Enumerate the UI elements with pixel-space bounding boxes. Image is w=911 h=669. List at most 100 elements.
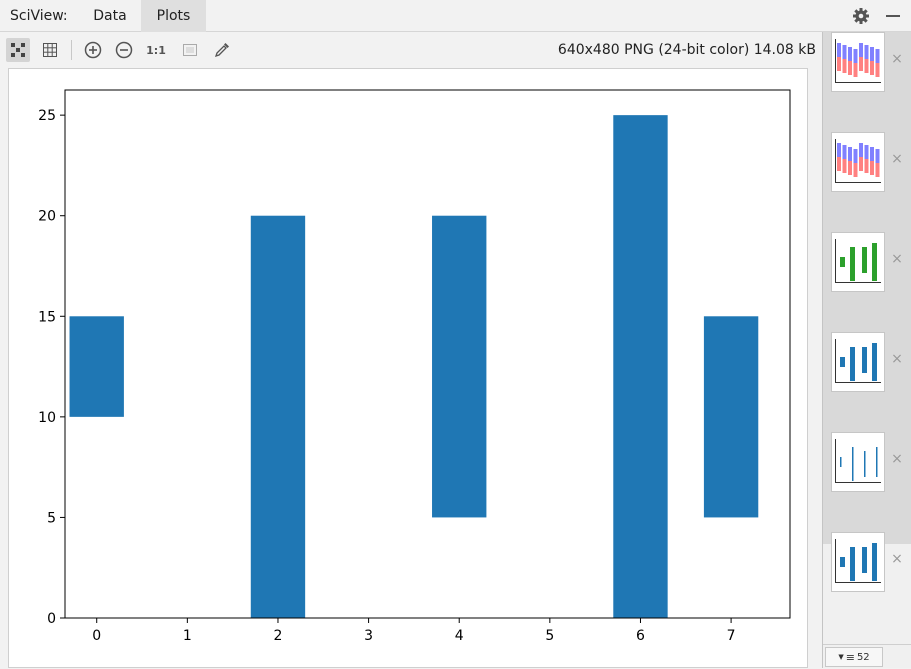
x-tick-label: 4 [455,628,464,644]
tab-plots[interactable]: Plots [141,0,206,32]
thumbnail-mark [835,439,836,483]
thumbnail-mark [848,61,852,75]
y-tick-label: 10 [38,410,56,426]
app-title: SciView: [10,8,68,24]
close-thumbnail-icon[interactable]: × [891,451,903,467]
minimize-icon[interactable] [884,7,902,25]
plot-thumbnail-0[interactable]: × [823,32,911,132]
thumbnail-mark [864,159,869,173]
thumbnail-mark [837,157,841,171]
thumbnail-preview [835,339,881,383]
tab-data[interactable]: Data [93,8,127,24]
plot-canvas: 0 1 2 3 4 5 6 7 0 5 10 15 20 25 [8,68,808,668]
ticks-group: 0 1 2 3 4 5 6 7 0 5 10 15 20 25 [38,108,735,644]
close-thumbnail-icon[interactable]: × [891,351,903,367]
thumbnail-mark [872,543,877,581]
thumbnail-mark [864,59,869,73]
sidebar-footer: ▼ ≡ 52 [823,644,911,668]
zoom-out-icon[interactable] [112,38,136,62]
thumbnail-preview [835,539,881,583]
fit-to-window-icon[interactable] [178,38,202,62]
thumbnail-mark [840,457,842,467]
bar-1 [250,215,306,618]
thumbnail-mark [872,343,877,381]
plot-thumbnail-1[interactable]: × [823,132,911,232]
thumbnail-image[interactable] [831,232,885,292]
axes-frame [64,89,791,619]
close-thumbnail-icon[interactable]: × [891,51,903,67]
x-tick-label: 5 [545,628,554,644]
y-tick-label: 15 [38,309,56,325]
thumbnail-mark [835,39,836,83]
thumbnail-preview [835,39,881,83]
bar-4 [703,316,759,518]
thumbnail-mark [853,63,858,77]
thumbnail-image[interactable] [831,332,885,392]
image-info: 640x480 PNG (24-bit color) 14.08 kB [557,42,816,58]
thumbnail-mark [875,49,880,63]
thumbnail-mark [862,347,867,373]
bar-chart: 0 1 2 3 4 5 6 7 0 5 10 15 20 25 [38,89,791,644]
x-tick-label: 0 [92,628,101,644]
thumbnail-mark [859,43,863,57]
plot-thumbnail-4[interactable]: × [823,432,911,532]
list-icon: ≡ [845,650,855,664]
color-picker-icon[interactable] [210,38,234,62]
y-tick-label: 0 [47,611,56,627]
thumbnail-mark [870,161,874,175]
thumbnail-mark [870,47,874,61]
thumbnail-mark [870,61,874,75]
close-thumbnail-icon[interactable]: × [891,251,903,267]
thumbnail-preview [835,139,881,183]
thumbnail-mark [875,149,880,163]
thumbnail-mark [864,451,866,477]
thumbnail-mark [835,382,881,383]
x-tick-label: 3 [364,628,373,644]
plot-thumbnail-2[interactable]: × [823,232,911,332]
thumbnail-mark [859,57,863,71]
thumbnail-mark [859,157,863,171]
x-tick-label: 1 [183,628,192,644]
thumbnail-mark [848,147,852,161]
thumbnail-mark [850,547,855,581]
plot-count-dropdown[interactable]: ▼ ≡ 52 [825,647,883,667]
image-toolbar: 1:1 640x480 PNG (24-bit color) 14.08 kB [0,33,822,67]
settings-gear-icon[interactable] [852,7,870,25]
thumbnail-mark [835,339,836,383]
thumbnail-image[interactable] [831,532,885,592]
thumbnail-mark [835,539,836,583]
thumbnail-mark [853,163,858,177]
x-tick-label: 7 [727,628,736,644]
thumbnail-mark [837,43,841,57]
y-tick-label: 20 [38,209,56,225]
zoom-in-icon[interactable] [81,38,105,62]
thumbnail-mark [835,239,836,283]
thumbnail-image[interactable] [831,32,885,92]
thumbnail-mark [842,159,847,173]
thumbnail-mark [875,63,880,77]
toggle-grid-icon[interactable] [38,38,62,62]
thumbnail-mark [850,347,855,381]
x-tick-label: 6 [636,628,645,644]
toolbar-separator [71,40,72,60]
thumbnail-mark [840,557,845,567]
thumbnail-image[interactable] [831,432,885,492]
thumbnail-mark [864,45,869,59]
thumbnail-mark [835,139,836,183]
plot-thumbnail-5[interactable]: × [823,532,911,632]
dropdown-arrow-icon: ▼ [838,653,844,661]
plot-thumbnail-3[interactable]: × [823,332,911,432]
thumbnail-mark [840,357,845,367]
thumbnail-mark [872,243,877,281]
thumbnail-mark [842,45,847,59]
toggle-transparency-icon[interactable] [6,38,30,62]
thumbnail-mark [852,447,854,481]
thumbnail-mark [837,57,841,71]
bars-group [69,115,759,618]
actual-size-button[interactable]: 1:1 [146,43,166,57]
thumbnail-image[interactable] [831,132,885,192]
close-thumbnail-icon[interactable]: × [891,551,903,567]
x-tick-label: 2 [274,628,283,644]
close-thumbnail-icon[interactable]: × [891,151,903,167]
thumbnail-mark [835,182,881,183]
